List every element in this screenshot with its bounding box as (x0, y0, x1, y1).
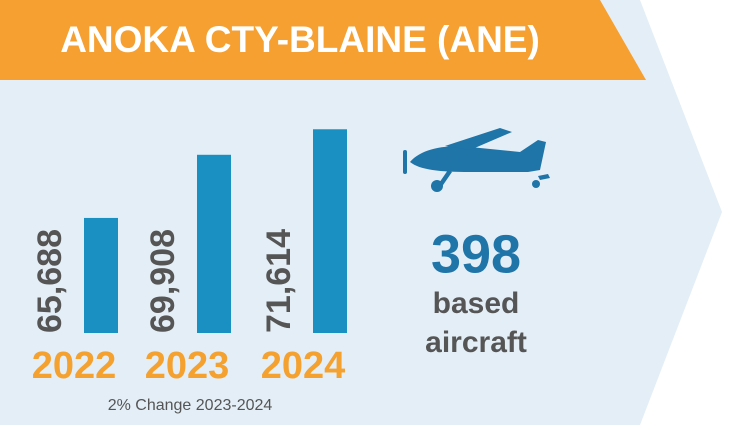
x-tick-label: 2022 (32, 345, 117, 387)
bar (84, 217, 118, 333)
annotation: 2% Change 2023-2024 (108, 397, 273, 414)
bar (313, 129, 347, 333)
arrow-background (0, 0, 722, 425)
title-banner (0, 0, 646, 80)
value-label: 71,614 (260, 229, 298, 333)
airplane-icon (403, 128, 550, 192)
x-tick-label: 2023 (145, 345, 230, 387)
x-tick-label: 2024 (261, 345, 346, 387)
chart-title: ANOKA CTY-BLAINE (ANE) (60, 19, 540, 60)
based-aircraft-label: aircraft (425, 326, 527, 359)
value-label: 65,688 (31, 229, 69, 333)
based-aircraft-count: 398 (431, 224, 521, 284)
value-label: 69,908 (144, 229, 182, 333)
bar (197, 154, 231, 333)
based-aircraft-label: based (433, 287, 520, 320)
